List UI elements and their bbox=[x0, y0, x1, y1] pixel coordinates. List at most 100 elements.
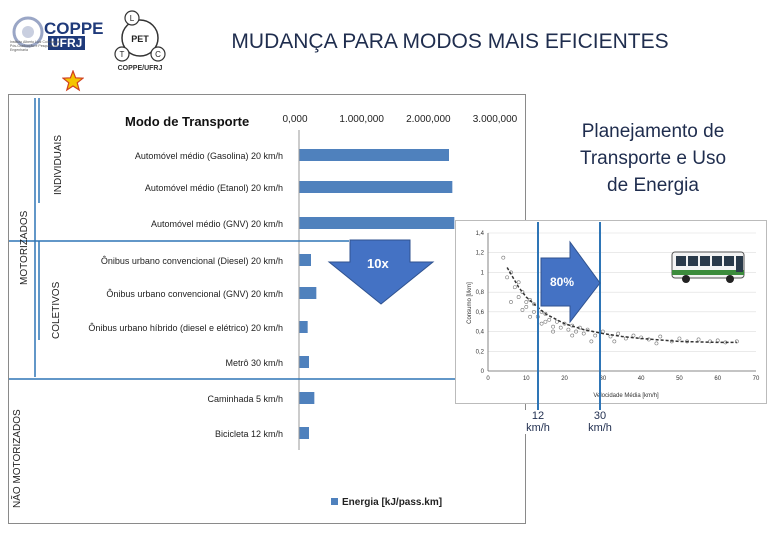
scatter-point bbox=[608, 334, 613, 339]
scatter-xtick: 30 bbox=[600, 376, 607, 382]
scatter-point bbox=[677, 336, 682, 341]
speed-value: 30 bbox=[593, 410, 607, 422]
scatter-point bbox=[528, 314, 533, 319]
scatter-ytick: 0 bbox=[481, 369, 485, 375]
xtick-label: 1.000,000 bbox=[339, 114, 384, 125]
consumption-scatter-chart: 0 0,2 0,4 0,6 0,8 1 1,2 1,4 0 10 20 30 40 50 60 70 Velo… bbox=[455, 220, 767, 404]
scatter-point bbox=[509, 300, 513, 304]
pet-logo: PET L T C bbox=[110, 6, 170, 66]
scatter-point bbox=[593, 333, 598, 338]
scatter-point bbox=[581, 331, 586, 336]
coppe-logo bbox=[8, 8, 108, 68]
bar bbox=[299, 217, 455, 229]
category-label: Automóvel médio (GNV) 20 km/h bbox=[151, 219, 283, 229]
scatter-ylabel: Consumo [l/km] bbox=[467, 282, 473, 324]
category-label: Automóvel médio (Gasolina) 20 km/h bbox=[135, 151, 283, 161]
scatter-ytick: 0,8 bbox=[476, 290, 485, 296]
bar bbox=[299, 181, 453, 193]
slide-title: MUDANÇA PARA MODOS MAIS EFICIENTES bbox=[231, 30, 669, 53]
scatter-point bbox=[520, 290, 525, 295]
scatter-point bbox=[566, 327, 571, 332]
pet-letter-l: L bbox=[130, 14, 135, 23]
reduction-arrow-icon bbox=[327, 239, 435, 305]
pet-center-text: PET bbox=[131, 34, 149, 44]
scatter-point bbox=[520, 307, 525, 312]
scatter-point bbox=[574, 329, 578, 334]
scatter-ytick: 0,2 bbox=[476, 349, 485, 355]
scatter-point bbox=[516, 295, 521, 299]
bus-icon bbox=[671, 251, 745, 283]
bus-image bbox=[668, 246, 748, 286]
xtick-label: 3.000,000 bbox=[473, 114, 518, 125]
speed-box-30: 30 km/h bbox=[577, 410, 623, 434]
scatter-ytick: 0,4 bbox=[476, 330, 485, 336]
scatter-xlabel: Velocidade Média [km/h] bbox=[593, 393, 659, 399]
coppe-wordmark: COPPE bbox=[44, 19, 104, 38]
speed-unit: km/h bbox=[588, 422, 612, 434]
scatter-xtick: 0 bbox=[486, 376, 490, 382]
scatter-point bbox=[696, 337, 701, 342]
scatter-point bbox=[524, 305, 529, 309]
scatter-point bbox=[543, 319, 548, 324]
category-label: Metrô 30 km/h bbox=[225, 358, 283, 368]
scatter-point bbox=[516, 280, 521, 285]
bar-chart-title: Modo de Transporte bbox=[125, 114, 249, 129]
pet-letter-t: T bbox=[120, 50, 125, 59]
scatter-point bbox=[528, 298, 533, 302]
category-label: Bicicleta 12 km/h bbox=[215, 429, 283, 439]
scatter-point bbox=[505, 275, 510, 280]
scatter-xtick: 70 bbox=[753, 376, 760, 382]
legend-label: Energia [kJ/pass.km] bbox=[342, 497, 442, 508]
bar bbox=[299, 392, 315, 404]
scatter-ytick: 1,4 bbox=[476, 231, 485, 237]
speed-unit: km/h bbox=[526, 422, 550, 434]
bar bbox=[299, 356, 309, 368]
scatter-point bbox=[547, 317, 552, 322]
scatter-point bbox=[616, 331, 621, 336]
scatter-point bbox=[570, 333, 575, 338]
scatter-point bbox=[658, 334, 663, 339]
bar bbox=[299, 287, 317, 299]
planning-line: Transporte e Uso bbox=[579, 148, 727, 169]
percent-arrow-icon bbox=[540, 240, 601, 324]
category-label: Ônibus urbano convencional (Diesel) 20 k… bbox=[101, 256, 283, 266]
category-label: Ônibus urbano convencional (GNV) 20 km/h bbox=[106, 289, 283, 299]
scatter-point bbox=[551, 329, 555, 334]
scatter-point bbox=[612, 339, 617, 344]
scatter-point bbox=[524, 300, 529, 304]
energy-bar-chart: Modo de Transporte 0,000 1.000,000 2.000,0… bbox=[8, 94, 526, 524]
star-icon bbox=[61, 69, 85, 92]
bar bbox=[299, 427, 309, 439]
scatter-point bbox=[555, 319, 559, 324]
scatter-xtick: 60 bbox=[714, 376, 721, 382]
ufrj-wordmark: UFRJ bbox=[48, 36, 86, 50]
xtick-label: 2.000,000 bbox=[406, 114, 451, 125]
scatter-point bbox=[589, 339, 594, 344]
reduction-label: 10x bbox=[367, 256, 389, 271]
bar-chart-svg: Modo de Transporte 0,000 1.000,000 2.000,0… bbox=[9, 98, 525, 508]
bar bbox=[299, 254, 311, 266]
scatter-xtick: 40 bbox=[638, 376, 645, 382]
scatter-point bbox=[654, 341, 659, 346]
coppe-tagline: Instituto Alberto Luiz Coimbra de Pós-Gr… bbox=[10, 40, 61, 52]
planning-text: Planejamento de Transporte e Uso de Ener… bbox=[548, 118, 758, 199]
scatter-point bbox=[551, 324, 555, 329]
speed-value: 12 bbox=[531, 410, 545, 422]
scatter-ytick: 1 bbox=[481, 270, 485, 276]
percent-label: 80% bbox=[550, 275, 575, 289]
scatter-point bbox=[558, 325, 563, 330]
category-label: Automóvel médio (Etanol) 20 km/h bbox=[145, 183, 283, 193]
legend-swatch bbox=[331, 498, 338, 505]
scatter-xtick: 50 bbox=[676, 376, 683, 382]
xtick-label: 0,000 bbox=[282, 114, 307, 125]
scatter-point bbox=[512, 285, 517, 290]
scatter-point bbox=[570, 323, 575, 328]
scatter-point bbox=[532, 302, 536, 306]
bar bbox=[299, 149, 449, 161]
speed-box-12: 12 km/h bbox=[515, 410, 561, 434]
bar bbox=[299, 321, 308, 333]
pet-letter-c: C bbox=[155, 50, 161, 59]
scatter-xtick: 10 bbox=[523, 376, 530, 382]
coppe-emblem-icon bbox=[12, 16, 44, 48]
